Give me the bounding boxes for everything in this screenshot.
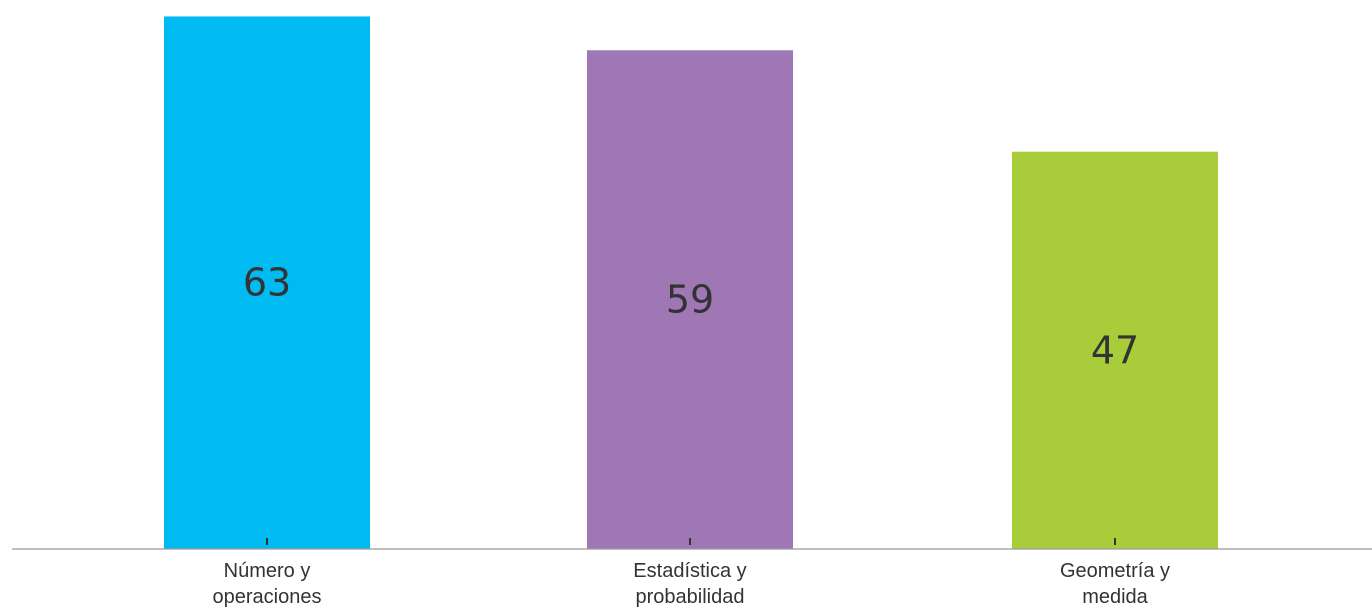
data-label-1: 59: [666, 278, 714, 322]
category-label-0-line-1: operaciones: [213, 586, 322, 608]
category-label-0-line-0: Número y: [224, 560, 311, 582]
x-axis-ticks: [267, 538, 1115, 545]
data-label-2: 47: [1091, 328, 1139, 372]
category-label-1-line-1: probabilidad: [636, 586, 745, 608]
category-label-2-line-1: medida: [1082, 586, 1148, 608]
category-label-1-line-0: Estadística y: [633, 560, 746, 582]
category-label-2-line-0: Geometría y: [1060, 560, 1170, 582]
data-label-0: 63: [243, 261, 291, 305]
category-labels-group: Número y operaciones Estadística y probabil…: [213, 560, 1171, 608]
